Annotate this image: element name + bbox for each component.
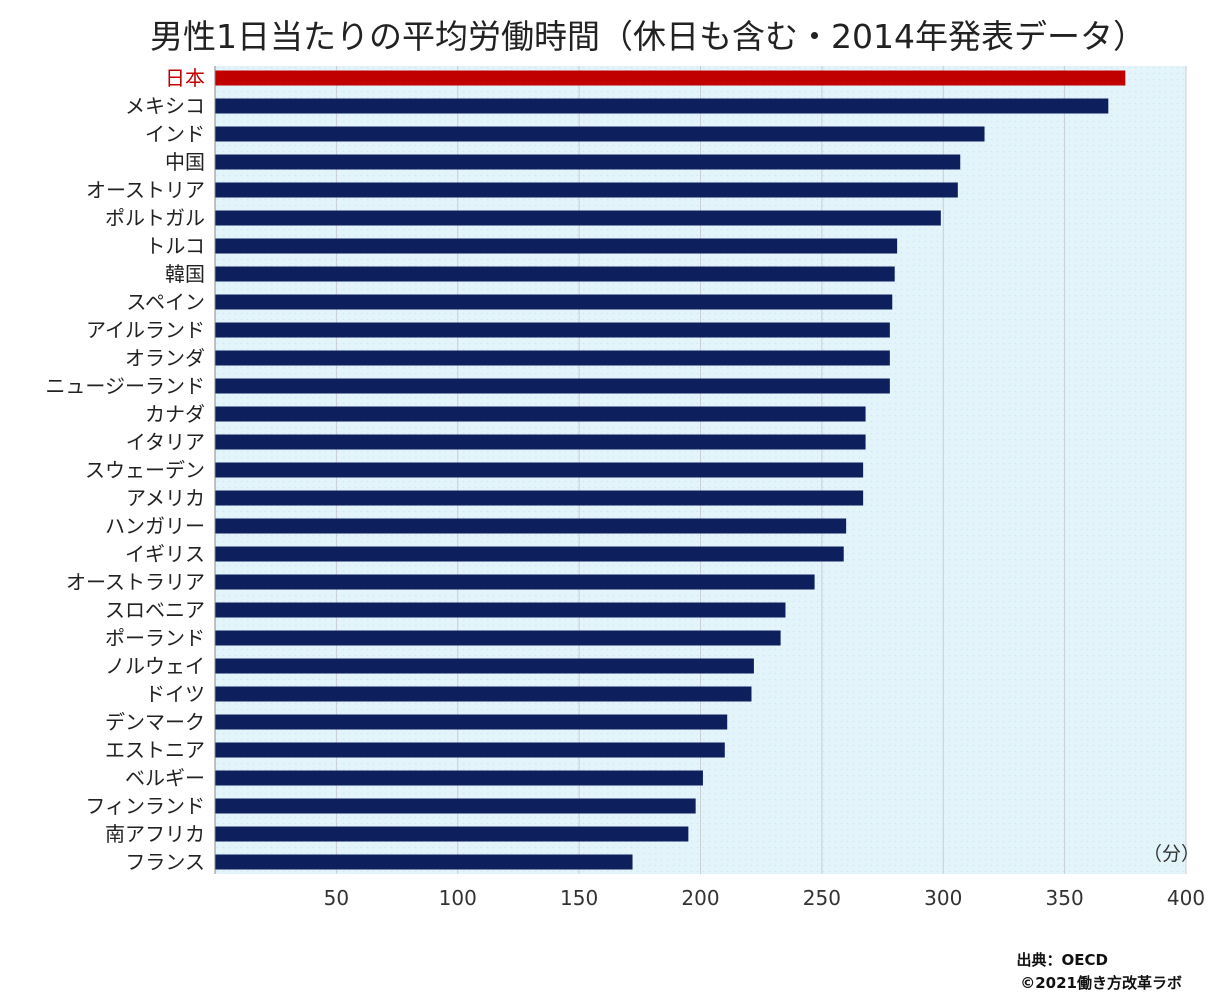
category-label: 南アフリカ: [105, 822, 205, 846]
bar: [215, 434, 866, 450]
x-tick-label: 400: [1167, 886, 1205, 910]
category-label: イギリス: [125, 542, 205, 566]
bar: [215, 546, 844, 562]
x-tick-label: 250: [803, 886, 841, 910]
category-label: トルコ: [145, 234, 205, 258]
bar: [215, 266, 895, 282]
category-label: ニュージーランド: [45, 374, 205, 398]
bar: [215, 294, 893, 310]
category-label: オーストラリア: [66, 570, 205, 594]
category-label: スペイン: [126, 290, 205, 314]
category-label: フランス: [125, 850, 205, 874]
bar: [215, 126, 985, 142]
category-label: カナダ: [145, 402, 205, 426]
bar: [215, 350, 890, 366]
bar: [215, 238, 898, 254]
bar-highlight: [215, 70, 1126, 86]
category-label: エストニア: [105, 738, 205, 762]
copyright-note: ©2021働き方改革ラボ: [1020, 974, 1182, 992]
category-label: ポルトガル: [105, 206, 205, 230]
source-note: 出典：OECD: [1017, 951, 1108, 969]
bar: [215, 602, 786, 618]
bar: [215, 826, 689, 842]
category-label: アイルランド: [86, 318, 205, 342]
bar: [215, 630, 781, 646]
bar: [215, 406, 866, 422]
bar: [215, 210, 941, 226]
category-label: アメリカ: [126, 486, 205, 510]
category-label: 中国: [165, 150, 205, 174]
bar: [215, 686, 752, 702]
x-tick-label: 300: [924, 886, 962, 910]
bar: [215, 798, 696, 814]
bar: [215, 98, 1109, 114]
bar: [215, 742, 725, 758]
x-axis-ticks: 50 100 150 200 250 300 350 400: [324, 886, 1205, 910]
category-label: 日本: [165, 66, 205, 90]
category-label: インド: [145, 122, 205, 146]
category-label: 韓国: [165, 262, 205, 286]
chart-title: 男性1日当たりの平均労働時間（休日も含む・2014年発表データ）: [150, 17, 1146, 56]
category-label: スロベニア: [105, 598, 205, 622]
category-label: デンマーク: [105, 710, 205, 734]
bars: [215, 70, 1126, 870]
x-tick-label: 350: [1046, 886, 1084, 910]
category-label: オランダ: [125, 346, 205, 370]
bar: [215, 714, 728, 730]
category-label: ノルウェイ: [105, 654, 205, 678]
x-tick-label: 100: [439, 886, 477, 910]
category-label: ハンガリー: [105, 514, 205, 538]
bar: [215, 462, 864, 478]
bar: [215, 574, 815, 590]
category-label: ポーランド: [105, 626, 205, 650]
bar: [215, 518, 847, 534]
category-label: スウェーデン: [85, 458, 205, 482]
category-label: ベルギー: [125, 766, 205, 790]
bar: [215, 154, 961, 170]
category-label: フィンランド: [85, 794, 205, 818]
bar: [215, 378, 890, 394]
category-labels: 日本メキシコインド中国オーストリアポルトガルトルコ韓国スペインアイルランドオラン…: [45, 66, 205, 874]
bar: [215, 854, 633, 870]
category-label: イタリア: [126, 430, 205, 454]
bar: [215, 658, 754, 674]
category-label: メキシコ: [125, 94, 205, 118]
bar: [215, 322, 890, 338]
category-label: ドイツ: [145, 682, 205, 706]
unit-label: （分）: [1143, 843, 1200, 865]
x-tick-label: 150: [560, 886, 598, 910]
bar: [215, 490, 864, 506]
bar: [215, 770, 703, 786]
x-tick-label: 200: [681, 886, 719, 910]
x-tick-label: 50: [324, 886, 349, 910]
bar: [215, 182, 958, 198]
category-label: オーストリア: [86, 178, 205, 202]
